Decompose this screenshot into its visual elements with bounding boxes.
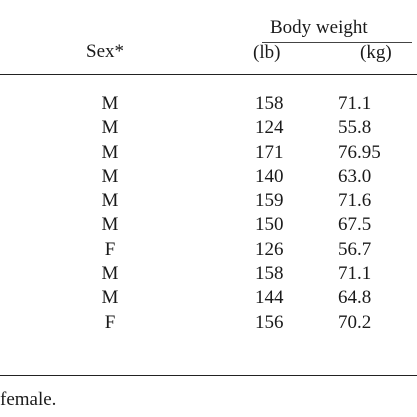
cell-kg: 71.6 — [338, 190, 372, 212]
body-weight-group-header: Body weight — [270, 17, 368, 38]
cell-sex: M — [101, 190, 119, 212]
cell-sex: M — [101, 287, 119, 309]
table-row: M 159 71.6 — [0, 189, 417, 213]
cell-sex: M — [101, 165, 119, 187]
table-bottom-rule — [0, 375, 417, 376]
cell-sex: M — [101, 263, 119, 285]
table-row: M 144 64.8 — [0, 286, 417, 310]
group-header-rule — [262, 42, 412, 43]
cell-lb: 144 — [255, 287, 284, 309]
cell-kg: 70.2 — [338, 311, 372, 333]
table-row: M 158 71.1 — [0, 92, 417, 116]
table-row: F 156 70.2 — [0, 311, 417, 335]
cell-lb: 140 — [255, 165, 284, 187]
cell-kg: 71.1 — [338, 263, 372, 285]
table-row: M 171 76.95 — [0, 141, 417, 165]
cell-sex: F — [104, 311, 116, 333]
cell-kg: 64.8 — [338, 287, 372, 309]
cell-lb: 156 — [255, 311, 284, 333]
cell-sex: M — [101, 141, 119, 163]
cell-lb: 124 — [255, 117, 284, 139]
cell-sex: M — [101, 214, 119, 236]
cell-sex: M — [101, 93, 119, 114]
column-header-lb: (lb) — [253, 42, 281, 63]
table-row: M 158 71.1 — [0, 262, 417, 286]
footnote: female. — [0, 389, 57, 410]
column-header-sex: Sex* — [86, 41, 124, 62]
table-body: M 158 71.1 M 124 55.8 M 171 76.95 M 140 … — [0, 92, 417, 335]
cell-sex: M — [101, 117, 119, 139]
cell-lb: 171 — [255, 141, 284, 163]
table-row: M 124 55.8 — [0, 116, 417, 140]
table-row: M 150 67.5 — [0, 213, 417, 237]
cell-sex: F — [104, 238, 116, 260]
cell-lb: 158 — [255, 263, 284, 285]
column-header-kg: (kg) — [360, 42, 392, 63]
cell-lb: 126 — [255, 238, 284, 260]
table-top-rule — [0, 74, 417, 75]
cell-kg: 67.5 — [338, 214, 372, 236]
cell-kg: 63.0 — [338, 165, 372, 187]
cell-kg: 55.8 — [338, 117, 372, 139]
cell-lb: 159 — [255, 190, 284, 212]
cell-kg: 56.7 — [338, 238, 372, 260]
cell-lb: 158 — [255, 93, 284, 114]
cell-lb: 150 — [255, 214, 284, 236]
cell-kg: 71.1 — [338, 93, 372, 114]
cell-kg: 76.95 — [338, 141, 381, 163]
table-row: M 140 63.0 — [0, 165, 417, 189]
table-row: F 126 56.7 — [0, 238, 417, 262]
